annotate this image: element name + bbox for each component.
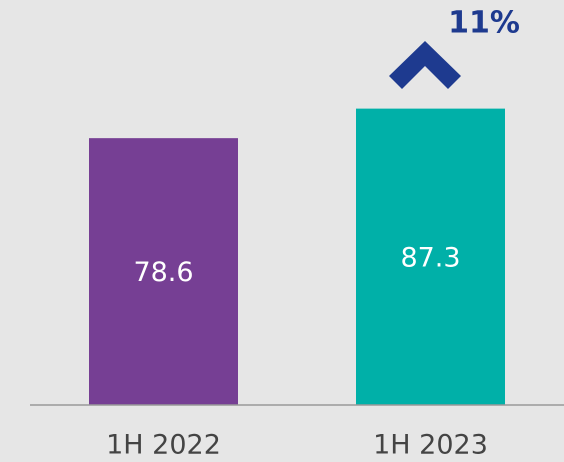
x-tick-label: 1H 2023 <box>373 430 488 461</box>
x-tick-label: 1H 2022 <box>106 430 221 461</box>
value-label: 78.6 <box>133 257 193 288</box>
value-label: 87.3 <box>400 242 460 273</box>
annotation: 11% <box>448 6 520 41</box>
bar <box>356 108 505 405</box>
bar <box>89 138 238 405</box>
up-chevron <box>389 41 461 89</box>
